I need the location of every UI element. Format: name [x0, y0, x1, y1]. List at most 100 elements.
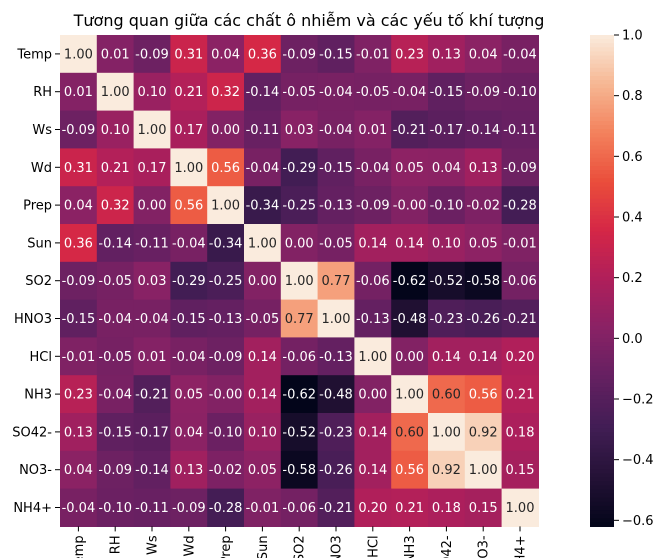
cell-value-label: -0.09 — [209, 350, 243, 365]
heatmap-cell — [244, 148, 282, 187]
cell-value-label: 0.15 — [506, 463, 535, 478]
colorbar-segment — [590, 186, 614, 192]
colorbar-segment — [590, 460, 614, 466]
cell-value-label: 0.15 — [469, 501, 498, 516]
colorbar-segment — [590, 166, 614, 171]
cell-value-label: 0.10 — [101, 123, 130, 138]
colorbar: 1.0 0.8 0.6 0.4 0.2 0.0 −0.2 −0.4 −0.6 — [590, 29, 654, 529]
heatmap-cell — [244, 337, 282, 376]
y-tick-label: HNO3 — [14, 312, 52, 327]
heatmap-cell — [391, 299, 429, 338]
cell-value-label: 0.04 — [64, 199, 93, 214]
heatmap-cell — [244, 110, 282, 149]
cell-value-label: -0.04 — [172, 236, 206, 251]
heatmap-cell — [391, 375, 429, 414]
colorbar-segment — [590, 92, 614, 98]
colorbar-segment — [590, 71, 614, 77]
cell-value-label: 0.18 — [506, 425, 535, 440]
colorbar-segment — [590, 292, 614, 298]
cell-value-label: 0.92 — [469, 425, 498, 440]
cell-value-label: 0.00 — [248, 274, 277, 289]
heatmap-cell — [133, 148, 171, 187]
heatmap-cell — [133, 261, 171, 301]
colorbar-segment — [590, 501, 614, 507]
heatmap-cell — [280, 261, 319, 301]
heatmap-cell — [391, 488, 429, 527]
cell-value-label: -0.17 — [430, 123, 464, 138]
heatmap-cell — [354, 186, 392, 225]
colorbar-segment — [590, 464, 614, 470]
cell-value-label: -0.10 — [503, 85, 537, 100]
heatmap-cell — [354, 488, 392, 527]
y-tick-label: NH4+ — [13, 501, 52, 516]
cell-value-label: 1.00 — [395, 388, 424, 403]
cell-value-label: -0.14 — [466, 123, 500, 138]
cell-value-label: 1.00 — [358, 350, 387, 365]
cell-value-label: 0.21 — [174, 85, 203, 100]
colorbar-segment — [590, 247, 614, 253]
heatmap-cell — [60, 72, 98, 112]
heatmap-cell — [244, 186, 282, 225]
cell-value-label: 0.10 — [248, 425, 277, 440]
x-tick-label: HCl — [366, 535, 381, 557]
cell-value-label: 1.00 — [506, 501, 535, 516]
colorbar-segment — [590, 374, 614, 380]
cell-value-label: 0.77 — [322, 274, 351, 289]
colorbar-segment — [590, 489, 614, 495]
colorbar-segment — [590, 391, 614, 396]
colorbar-segment — [590, 215, 614, 220]
heatmap-cell — [60, 299, 98, 338]
heatmap-cell — [391, 450, 429, 490]
heatmap-cell — [170, 148, 208, 187]
colorbar-segment — [590, 133, 614, 138]
cell-value-label: -0.23 — [319, 425, 353, 440]
x-tick-label: NO3- — [477, 535, 492, 558]
heatmap-cell — [317, 450, 355, 490]
heatmap-cell — [464, 450, 503, 490]
cell-value-label: -0.06 — [282, 350, 316, 365]
colorbar-segment — [590, 354, 614, 360]
colorbar-segment — [590, 260, 614, 265]
colorbar-segment — [590, 436, 614, 442]
cell-value-label: 1.00 — [211, 199, 240, 214]
cell-value-label: 0.20 — [506, 350, 535, 365]
heatmap-cell — [428, 224, 466, 263]
heatmap-cell — [170, 224, 208, 263]
colorbar-segment — [590, 317, 614, 323]
cell-value-label: -0.04 — [172, 350, 206, 365]
heatmap-cell — [60, 488, 98, 527]
heatmap-cell — [244, 35, 282, 74]
heatmap-cell — [354, 299, 392, 338]
cell-value-label: 0.21 — [101, 161, 130, 176]
colorbar-segment — [590, 137, 614, 143]
heatmap-cell — [207, 299, 245, 338]
x-tick-label: Wd — [182, 535, 197, 556]
cell-value-label: -0.58 — [466, 274, 500, 289]
colorbar-segment — [590, 202, 614, 208]
cell-value-label: -0.09 — [62, 123, 96, 138]
heatmap-cell — [464, 110, 503, 149]
heatmap-cell — [464, 72, 503, 112]
heatmap-cell — [60, 186, 98, 225]
colorbar-segment — [590, 456, 614, 462]
colorbar-segment — [590, 411, 614, 417]
heatmap-cell — [207, 375, 245, 414]
heatmap-cell — [428, 186, 466, 225]
cell-value-label: -0.34 — [246, 199, 280, 214]
heatmap-cell — [354, 337, 392, 376]
cell-value-label: 0.14 — [469, 350, 498, 365]
heatmap-cell — [317, 261, 355, 301]
heatmap-cell — [464, 413, 503, 452]
cell-value-label: 0.05 — [174, 388, 203, 403]
cell-value-label: 0.14 — [358, 463, 387, 478]
cell-value-label: -0.13 — [319, 199, 353, 214]
cell-value-label: 0.04 — [432, 161, 461, 176]
cell-value-label: -0.11 — [135, 236, 169, 251]
heatmap-cell — [354, 224, 392, 263]
heatmap-cell — [354, 375, 392, 414]
heatmap-cell — [391, 186, 429, 225]
cell-value-label: -0.14 — [246, 85, 280, 100]
colorbar-tick-label: 0.6 — [622, 150, 643, 165]
heatmap-cell — [501, 299, 539, 338]
colorbar-segment — [590, 63, 614, 69]
